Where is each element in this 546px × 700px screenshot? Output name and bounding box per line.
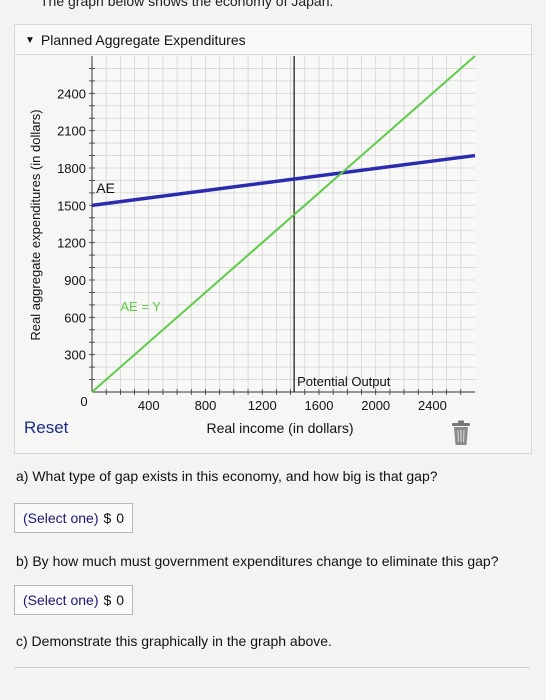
y-tick-label: 300 [64,348,86,363]
potential-output-label: Potential Output [297,374,391,389]
gap-amount-input[interactable]: 0 [116,510,125,526]
spending-amount-input[interactable]: 0 [116,592,125,608]
ae-equals-y-line[interactable] [91,55,476,393]
gap-type-select[interactable]: (Select one) [23,510,99,526]
divider [14,667,530,668]
y-tick-label: 1800 [57,161,86,176]
ae-chart[interactable]: 300 600 900 1200 1500 1800 2100 2400 400 800 1200 1… [0,0,546,470]
y-tick-label: 1200 [57,236,86,251]
x-tick-label: 2000 [361,398,390,413]
panel-header[interactable]: ▼ Planned Aggregate Expenditures [14,24,532,55]
reset-button[interactable]: Reset [24,418,69,437]
x-axis-title: Real income (in dollars) [206,420,353,436]
ae-equals-y-label: AE = Y [120,299,161,314]
y-tick-label: 900 [64,273,86,288]
x-tick-label: 1200 [248,398,277,413]
x-tick-label: 400 [138,398,160,413]
question-b: b) By how much must government expenditu… [16,553,499,569]
caret-down-icon[interactable]: ▼ [25,34,35,46]
question-a: a) What type of gap exists in this econo… [16,468,438,484]
ae-line-label: AE [96,180,115,196]
x-tick-label: 1600 [305,398,334,413]
x-tick-label: 800 [195,398,217,413]
y-axis-title: Real aggregate expenditures (in dollars) [28,109,43,340]
intro-text: The graph below shows the economy of Jap… [40,0,334,9]
panel-title: Planned Aggregate Expenditures [40,32,246,48]
y-tick-label: 600 [64,310,86,325]
y-tick-label: 2400 [57,86,86,101]
question-c: c) Demonstrate this graphically in the g… [16,633,332,649]
answer-a[interactable]: (Select one) $ 0 [14,503,134,533]
y-tick-label: 2100 [57,124,86,139]
origin-label: 0 [80,394,87,409]
dollar-sign: $ [103,510,112,526]
answer-b[interactable]: (Select one) $ 0 [14,585,134,615]
ae-line[interactable] [91,153,476,208]
dollar-sign: $ [103,592,112,608]
y-tick-label: 1500 [57,198,86,213]
x-tick-label: 2400 [418,398,447,413]
trash-icon[interactable] [450,420,472,446]
spending-change-select[interactable]: (Select one) [23,592,99,608]
